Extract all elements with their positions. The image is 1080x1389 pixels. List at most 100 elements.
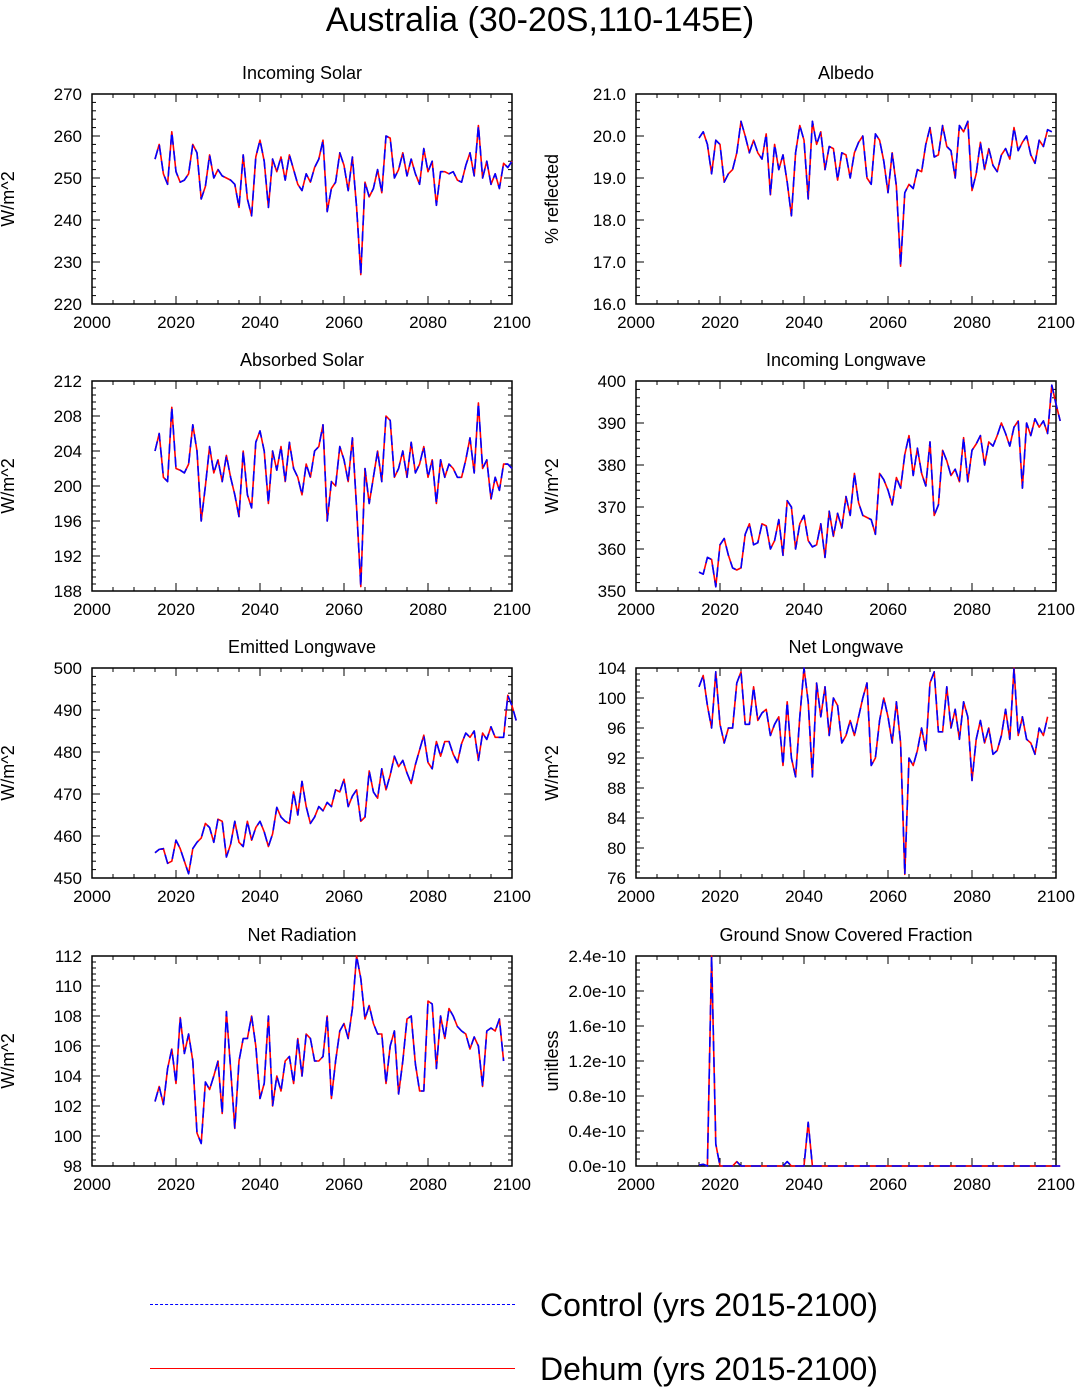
x-tick-label: 2020 bbox=[701, 313, 739, 332]
legend-line-dehum bbox=[150, 1368, 515, 1369]
series-line-control bbox=[698, 120, 1053, 268]
y-tick-label: 104 bbox=[598, 659, 626, 678]
y-tick-label: 2.0e-10 bbox=[568, 982, 626, 1001]
y-tick-label: 100 bbox=[54, 1127, 82, 1146]
y-tick-label: 260 bbox=[54, 127, 82, 146]
y-tick-label: 500 bbox=[54, 659, 82, 678]
y-tick-label: 400 bbox=[598, 372, 626, 391]
y-tick-label: 490 bbox=[54, 701, 82, 720]
y-axis-label: W/m^2 bbox=[0, 1033, 18, 1088]
x-tick-label: 2060 bbox=[869, 313, 907, 332]
x-tick-label: 2080 bbox=[953, 600, 991, 619]
panel-7: Net Radiation W/m^2 2000 2020 2040 2060 2080 21… bbox=[0, 925, 531, 1194]
y-tick-label: 1.2e-10 bbox=[568, 1052, 626, 1071]
plot-frame bbox=[635, 380, 1057, 592]
series-line-control bbox=[154, 402, 513, 588]
y-tick-label: 0.8e-10 bbox=[568, 1087, 626, 1106]
y-tick-label: 2.4e-10 bbox=[568, 947, 626, 966]
series-line-dehum bbox=[154, 402, 513, 588]
x-tick-label: 2000 bbox=[617, 600, 655, 619]
y-tick-label: 270 bbox=[54, 85, 82, 104]
x-tick-label: 2080 bbox=[409, 600, 447, 619]
y-tick-label: 0.0e-10 bbox=[568, 1157, 626, 1176]
series-line-dehum bbox=[698, 384, 1061, 588]
x-tick-label: 2020 bbox=[157, 600, 195, 619]
panel-title: Albedo bbox=[818, 63, 874, 83]
x-tick-label: 2000 bbox=[617, 1175, 655, 1194]
series-line-dehum bbox=[698, 120, 1053, 268]
y-tick-label: 18.0 bbox=[593, 211, 626, 230]
y-tick-label: 212 bbox=[54, 372, 82, 391]
x-tick-label: 2000 bbox=[73, 1175, 111, 1194]
y-tick-label: 88 bbox=[607, 779, 626, 798]
x-tick-label: 2040 bbox=[241, 1175, 279, 1194]
panel-title: Incoming Longwave bbox=[766, 350, 926, 370]
x-tick-label: 2080 bbox=[409, 887, 447, 906]
y-tick-label: 80 bbox=[607, 839, 626, 858]
y-tick-label: 200 bbox=[54, 477, 82, 496]
x-tick-label: 2060 bbox=[869, 600, 907, 619]
y-axis-label: W/m^2 bbox=[0, 171, 18, 226]
y-tick-label: 1.6e-10 bbox=[568, 1017, 626, 1036]
y-tick-label: 112 bbox=[55, 947, 82, 966]
plot-frame bbox=[91, 93, 513, 305]
x-tick-label: 2060 bbox=[869, 1175, 907, 1194]
panel-title: Emitted Longwave bbox=[228, 637, 376, 657]
y-tick-label: 480 bbox=[54, 743, 82, 762]
x-tick-label: 2060 bbox=[325, 887, 363, 906]
y-tick-label: 21.0 bbox=[593, 85, 626, 104]
y-tick-label: 110 bbox=[55, 977, 82, 996]
plot-frame bbox=[635, 667, 1057, 879]
y-tick-label: 100 bbox=[598, 689, 626, 708]
y-tick-label: 460 bbox=[54, 827, 82, 846]
plot-frame bbox=[635, 93, 1057, 305]
x-tick-label: 2080 bbox=[409, 1175, 447, 1194]
y-tick-label: 450 bbox=[54, 869, 82, 888]
y-tick-label: 204 bbox=[54, 442, 82, 461]
legend-label-dehum: Dehum (yrs 2015-2100) bbox=[540, 1351, 878, 1387]
x-tick-label: 2020 bbox=[701, 1175, 739, 1194]
x-tick-label: 2100 bbox=[493, 313, 531, 332]
x-tick-label: 2080 bbox=[953, 313, 991, 332]
x-tick-label: 2080 bbox=[953, 887, 991, 906]
y-tick-label: 240 bbox=[54, 211, 82, 230]
legend-line-control bbox=[150, 1304, 515, 1305]
y-tick-label: 96 bbox=[607, 719, 626, 738]
y-axis-label: W/m^2 bbox=[542, 745, 562, 800]
y-axis-label: W/m^2 bbox=[0, 745, 18, 800]
y-tick-label: 84 bbox=[607, 809, 626, 828]
series-line-control bbox=[154, 955, 505, 1145]
x-tick-label: 2040 bbox=[785, 1175, 823, 1194]
x-tick-label: 2080 bbox=[953, 1175, 991, 1194]
x-tick-label: 2000 bbox=[617, 887, 655, 906]
x-tick-label: 2100 bbox=[1037, 887, 1075, 906]
y-tick-label: 192 bbox=[54, 547, 82, 566]
y-axis-label: W/m^2 bbox=[542, 458, 562, 513]
x-tick-label: 2040 bbox=[241, 600, 279, 619]
plot-frame bbox=[635, 955, 1057, 1167]
y-tick-label: 470 bbox=[54, 785, 82, 804]
series-line-control bbox=[154, 694, 517, 875]
y-tick-label: 196 bbox=[54, 512, 82, 531]
x-tick-label: 2100 bbox=[1037, 313, 1075, 332]
figure-title: Australia (30-20S,110-145E) bbox=[325, 1, 755, 39]
x-tick-label: 2000 bbox=[73, 887, 111, 906]
x-tick-label: 2000 bbox=[617, 313, 655, 332]
series-line-control bbox=[698, 384, 1061, 588]
y-tick-label: 16.0 bbox=[593, 295, 626, 314]
x-tick-label: 2100 bbox=[493, 887, 531, 906]
panel-2: Albedo % reflected 2000 2020 2040 2060 2080 210… bbox=[542, 63, 1075, 332]
y-tick-label: 17.0 bbox=[593, 253, 626, 272]
x-tick-label: 2020 bbox=[701, 600, 739, 619]
panel-1: Incoming Solar W/m^2 2000 2020 2040 2060 2080 2… bbox=[0, 63, 531, 332]
y-tick-label: 188 bbox=[54, 582, 82, 601]
y-tick-label: 350 bbox=[598, 582, 626, 601]
y-axis-label: unitless bbox=[542, 1030, 562, 1091]
legend-item-control: Control (yrs 2015-2100) bbox=[0, 1285, 1080, 1325]
y-tick-label: 104 bbox=[54, 1067, 82, 1086]
y-tick-label: 98 bbox=[63, 1157, 82, 1176]
x-tick-label: 2040 bbox=[241, 313, 279, 332]
series-line-control bbox=[698, 955, 1061, 1167]
panel-title: Absorbed Solar bbox=[240, 350, 364, 370]
y-tick-label: 76 bbox=[607, 869, 626, 888]
